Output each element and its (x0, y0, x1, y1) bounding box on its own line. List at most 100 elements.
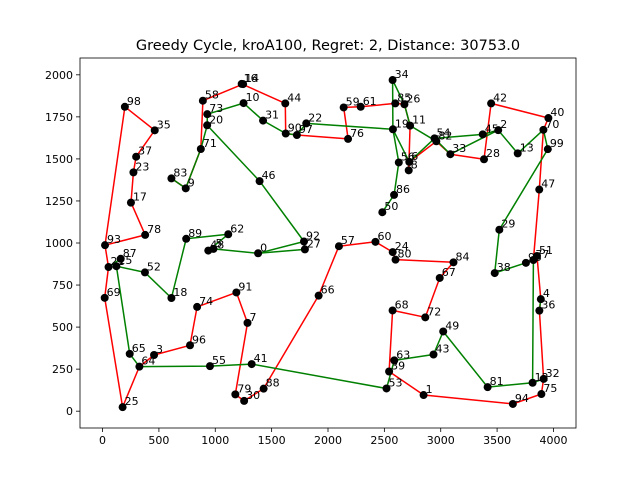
city-label-32: 32 (546, 367, 560, 380)
city-point-16 (237, 79, 246, 88)
city-point-74 (193, 302, 202, 311)
city-point-25 (118, 403, 127, 412)
city-label-77: 77 (535, 248, 549, 261)
city-label-52: 52 (147, 260, 161, 273)
city-label-99: 99 (550, 137, 564, 150)
city-point-7 (243, 318, 252, 327)
x-tick-label: 2000 (314, 434, 342, 447)
city-point-56 (394, 158, 403, 167)
x-tick-label: 1500 (258, 434, 286, 447)
city-label-62: 62 (230, 222, 244, 235)
city-label-25: 25 (125, 395, 139, 408)
x-axis: 0 500 1000 1500 2000 2500 3000 3500 4000 (99, 428, 567, 447)
city-label-12: 12 (535, 371, 549, 384)
x-tick-label: 3500 (483, 434, 511, 447)
city-label-50: 50 (384, 200, 398, 213)
city-label-24: 24 (395, 240, 409, 253)
city-label-22: 22 (308, 111, 322, 124)
city-label-91: 91 (238, 280, 252, 293)
city-point-20 (203, 121, 212, 130)
city-label-84: 84 (455, 250, 469, 263)
city-label-0: 0 (260, 241, 267, 254)
city-point-60 (371, 237, 380, 246)
city-point-86 (390, 190, 399, 199)
city-label-65: 65 (132, 342, 146, 355)
city-point-89 (182, 234, 191, 243)
city-point-82 (432, 137, 441, 146)
city-label-60: 60 (377, 230, 391, 243)
city-point-52 (140, 268, 149, 277)
city-label-11: 11 (412, 114, 426, 127)
city-label-61: 61 (363, 95, 377, 108)
city-label-46: 46 (262, 169, 276, 182)
y-axis: 0 250 500 750 1000 1250 1500 1750 2000 (45, 69, 80, 418)
city-point-71 (196, 144, 205, 153)
x-tick-label: 1000 (201, 434, 229, 447)
city-label-64: 64 (141, 355, 155, 368)
city-label-19: 19 (395, 117, 409, 130)
city-point-72 (421, 313, 430, 322)
city-label-34: 34 (395, 68, 409, 81)
city-point-44 (281, 99, 290, 108)
city-point-36 (535, 306, 544, 315)
city-point-67 (435, 273, 444, 282)
city-label-42: 42 (493, 91, 507, 104)
city-point-65 (125, 349, 134, 358)
city-point-76 (344, 134, 353, 143)
city-label-70: 70 (545, 118, 559, 131)
city-point-9 (181, 184, 190, 193)
city-point-61 (356, 102, 365, 111)
city-label-23: 23 (135, 160, 149, 173)
city-point-30 (240, 396, 249, 405)
city-point-48 (204, 246, 213, 255)
city-point-40 (544, 114, 553, 123)
city-point-12 (528, 378, 537, 387)
city-point-88 (259, 384, 268, 393)
city-point-39 (385, 367, 394, 376)
city-label-76: 76 (350, 127, 364, 140)
city-point-55 (205, 362, 214, 371)
city-label-17: 17 (133, 191, 147, 204)
city-point-42 (487, 99, 496, 108)
city-point-0 (254, 249, 263, 258)
city-point-96 (186, 341, 195, 350)
city-point-91 (232, 288, 241, 297)
city-point-68 (388, 306, 397, 315)
city-point-18 (167, 293, 176, 302)
city-point-49 (439, 327, 448, 336)
city-label-13: 13 (520, 141, 534, 154)
city-label-86: 86 (396, 183, 410, 196)
city-label-92: 92 (306, 229, 320, 242)
city-point-66 (314, 291, 323, 300)
city-label-54: 54 (437, 126, 451, 139)
city-point-38 (490, 269, 499, 278)
city-point-15 (112, 262, 121, 271)
city-label-29: 29 (501, 218, 515, 231)
city-label-39: 39 (391, 359, 405, 372)
city-point-97 (292, 131, 301, 140)
city-point-41 (247, 360, 256, 369)
city-label-28: 28 (486, 147, 500, 160)
city-label-56: 56 (401, 150, 415, 163)
x-tick-label: 2500 (370, 434, 398, 447)
city-label-73: 73 (209, 102, 223, 115)
city-label-81: 81 (490, 375, 504, 388)
x-tick-label: 500 (148, 434, 169, 447)
city-label-68: 68 (395, 298, 409, 311)
city-label-9: 9 (188, 176, 195, 189)
city-label-95: 95 (528, 251, 542, 264)
city-label-90: 90 (288, 122, 302, 135)
city-label-1: 1 (426, 383, 433, 396)
city-point-85 (391, 99, 400, 108)
city-point-23 (129, 168, 138, 177)
city-point-92 (299, 237, 308, 246)
green-cycle-line (170, 102, 400, 213)
city-label-4: 4 (543, 287, 550, 300)
city-point-45 (478, 130, 487, 139)
city-point-94 (508, 399, 517, 408)
city-point-58 (198, 96, 207, 105)
y-tick-label: 250 (52, 363, 73, 376)
red-cycle-line (104, 106, 156, 246)
city-point-29 (495, 225, 504, 234)
